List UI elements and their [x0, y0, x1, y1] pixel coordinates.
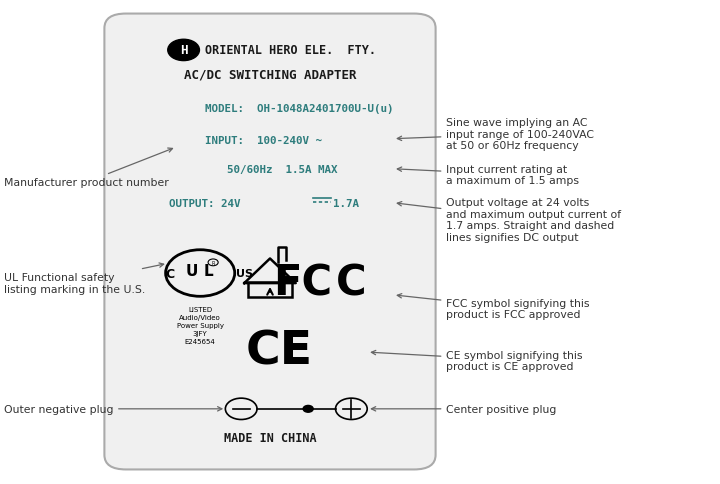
Text: US: US [236, 269, 253, 278]
Text: Sine wave implying an AC
input range of 100-240VAC
at 50 or 60Hz frequency: Sine wave implying an AC input range of … [397, 118, 595, 151]
FancyBboxPatch shape [104, 15, 436, 469]
Circle shape [208, 259, 218, 266]
Text: UL Functional safety
listing marking in the U.S.: UL Functional safety listing marking in … [4, 263, 163, 294]
Text: 50/60Hz  1.5A MAX: 50/60Hz 1.5A MAX [227, 165, 337, 174]
Text: C: C [166, 267, 174, 280]
Text: L: L [204, 264, 214, 278]
Text: Center positive plug: Center positive plug [372, 404, 557, 414]
Text: FC: FC [274, 262, 333, 304]
Text: Output voltage at 24 volts
and maximum output current of
1.7 amps. Straight and : Output voltage at 24 volts and maximum o… [397, 198, 621, 242]
Text: CE: CE [246, 329, 313, 373]
Text: H: H [180, 45, 187, 57]
Text: 1.7A: 1.7A [333, 198, 359, 208]
Text: Input current rating at
a maximum of 1.5 amps: Input current rating at a maximum of 1.5… [397, 165, 580, 186]
Text: OUTPUT: 24V: OUTPUT: 24V [169, 198, 240, 208]
Text: U: U [185, 264, 198, 278]
Text: Outer negative plug: Outer negative plug [4, 404, 222, 414]
Text: FCC symbol signifying this
product is FCC approved: FCC symbol signifying this product is FC… [397, 294, 590, 319]
Bar [248, 282, 292, 298]
Text: AC/DC SWITCHING ADAPTER: AC/DC SWITCHING ADAPTER [184, 69, 356, 81]
Circle shape [168, 40, 199, 61]
Text: R: R [212, 260, 215, 265]
Circle shape [303, 406, 313, 412]
Text: ORIENTAL HERO ELE.  FTY.: ORIENTAL HERO ELE. FTY. [205, 45, 376, 57]
Text: MODEL:  OH-1048A2401700U-U(u): MODEL: OH-1048A2401700U-U(u) [205, 104, 394, 114]
Text: Manufacturer product number: Manufacturer product number [4, 149, 173, 188]
Text: INPUT:  100-240V ~: INPUT: 100-240V ~ [205, 136, 323, 145]
Text: LISTED
Audio/Video
Power Supply
3JFY
E245654: LISTED Audio/Video Power Supply 3JFY E24… [176, 306, 224, 344]
Text: CE symbol signifying this
product is CE approved: CE symbol signifying this product is CE … [372, 350, 583, 371]
Text: C: C [336, 262, 366, 304]
Text: MADE IN CHINA: MADE IN CHINA [224, 432, 316, 444]
